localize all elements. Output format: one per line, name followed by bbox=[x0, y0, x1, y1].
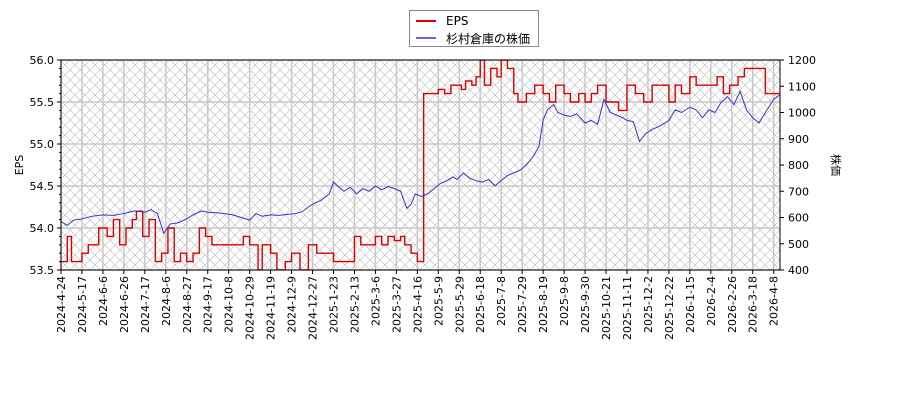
x-tick-label: 2026-3-18 bbox=[747, 276, 760, 333]
x-tick-label: 2024-12-27 bbox=[307, 276, 320, 340]
x-tick-label: 2025-7-8 bbox=[495, 276, 508, 326]
x-tick-label: 2025-5-29 bbox=[453, 276, 466, 333]
legend-item-price: 杉村倉庫の株価 bbox=[416, 30, 530, 46]
left-tick-label: 55.5 bbox=[30, 96, 55, 109]
plot-area bbox=[61, 60, 780, 270]
x-tick-label: 2025-8-19 bbox=[537, 276, 550, 333]
stock-price-line bbox=[61, 90, 780, 235]
x-tick-label: 2024-7-17 bbox=[139, 276, 152, 333]
legend-label-price: 杉村倉庫の株価 bbox=[446, 31, 531, 46]
x-tick-label: 2024-8-6 bbox=[160, 276, 173, 326]
legend-item-eps: EPS bbox=[416, 13, 468, 29]
x-tick-label: 2025-2-13 bbox=[348, 276, 361, 333]
left-axis: 53.5 54.0 54.5 55.0 55.5 56.0 bbox=[30, 54, 61, 277]
right-tick-label: 600 bbox=[788, 212, 809, 225]
x-tick-label: 2025-5-9 bbox=[432, 276, 445, 326]
x-tick-label: 2025-7-29 bbox=[516, 276, 529, 333]
x-tick-label: 2025-4-16 bbox=[411, 276, 424, 333]
x-tick-label: 2025-3-6 bbox=[369, 276, 382, 326]
left-tick-label: 55.0 bbox=[30, 138, 55, 151]
x-tick-label: 2024-9-17 bbox=[202, 276, 215, 333]
right-tick-label: 800 bbox=[788, 159, 809, 172]
x-tick-label: 2025-1-23 bbox=[328, 276, 341, 333]
x-tick-label: 2025-11-11 bbox=[621, 276, 634, 340]
eps-line bbox=[61, 60, 780, 270]
left-tick-label: 56.0 bbox=[30, 54, 55, 67]
x-tick-label: 2024-11-19 bbox=[265, 276, 278, 340]
legend: EPS 杉村倉庫の株価 bbox=[409, 10, 539, 47]
left-tick-label: 54.5 bbox=[30, 180, 55, 193]
x-tick-label: 2024-8-27 bbox=[181, 276, 194, 333]
x-tick-label: 2024-10-8 bbox=[223, 276, 236, 333]
x-tick-label: 2026-2-4 bbox=[705, 276, 718, 326]
x-tick-label: 2025-3-27 bbox=[390, 276, 403, 333]
x-tick-label: 2026-4-8 bbox=[768, 276, 781, 326]
right-tick-label: 400 bbox=[788, 264, 809, 277]
series-lines bbox=[61, 60, 780, 270]
x-tick-label: 2024-12-9 bbox=[286, 276, 299, 333]
x-tick-label: 2024-6-6 bbox=[97, 276, 110, 326]
right-tick-label: 700 bbox=[788, 185, 809, 198]
x-axis: 2024-4-24 2024-5-17 2024-6-6 2024-6-26 2024-… bbox=[55, 270, 781, 340]
x-tick-label: 2024-5-17 bbox=[76, 276, 89, 333]
x-tick-label: 2025-9-8 bbox=[558, 276, 571, 326]
right-tick-label: 1100 bbox=[788, 80, 816, 93]
right-tick-label: 900 bbox=[788, 133, 809, 146]
right-axis: 400 500 600 700 800 900 1000 1100 1200 bbox=[780, 54, 816, 277]
x-tick-label: 2025-6-18 bbox=[474, 276, 487, 333]
x-tick-label: 2026-1-15 bbox=[684, 276, 697, 333]
left-axis-title: EPS bbox=[13, 155, 26, 176]
x-tick-label: 2025-12-22 bbox=[663, 276, 676, 340]
right-axis-title: 株価 bbox=[829, 154, 843, 176]
x-tick-label: 2025-10-21 bbox=[600, 276, 613, 340]
right-tick-label: 1200 bbox=[788, 54, 816, 67]
x-tick-label: 2025-9-30 bbox=[579, 276, 592, 333]
legend-swatch-eps bbox=[416, 20, 436, 22]
x-tick-label: 2025-12-2 bbox=[642, 276, 655, 333]
x-tick-label: 2024-4-24 bbox=[55, 276, 68, 333]
right-tick-label: 1000 bbox=[788, 107, 816, 120]
x-tick-label: 2024-6-26 bbox=[118, 276, 131, 333]
left-tick-label: 53.5 bbox=[30, 264, 55, 277]
legend-label-eps: EPS bbox=[446, 14, 469, 28]
x-tick-label: 2026-2-26 bbox=[726, 276, 739, 333]
x-tick-label: 2024-10-29 bbox=[244, 276, 257, 340]
right-tick-label: 500 bbox=[788, 238, 809, 251]
left-tick-label: 54.0 bbox=[30, 222, 55, 235]
legend-swatch-price bbox=[416, 37, 436, 39]
